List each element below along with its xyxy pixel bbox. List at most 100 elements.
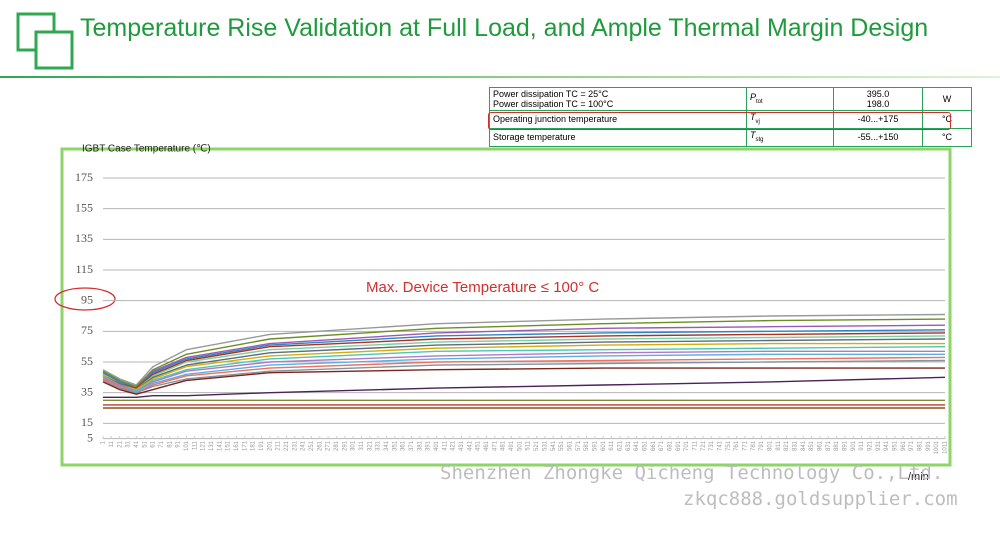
- x-tick-label: 961: [901, 440, 907, 451]
- x-axis-unit: /min: [908, 471, 929, 483]
- x-tick-label: 21: [117, 440, 123, 447]
- value-text: 395.0: [866, 89, 890, 99]
- x-tick-label: 721: [701, 440, 707, 451]
- x-tick-label: 951: [893, 440, 899, 451]
- series-line: [102, 342, 945, 391]
- x-tick-label: 921: [868, 440, 874, 451]
- divider: [0, 76, 1000, 78]
- highlight-box: [488, 112, 951, 130]
- value-cell: 395.0 198.0: [833, 87, 923, 111]
- y-tick-label: 155: [75, 200, 93, 214]
- x-tick-label: 651: [642, 440, 648, 451]
- x-tick-label: 151: [226, 440, 232, 451]
- param-text: Operating junction temperature: [493, 114, 618, 125]
- x-tick-label: 311: [359, 440, 365, 450]
- series-line: [102, 332, 946, 389]
- x-tick-label: 251: [309, 440, 315, 451]
- x-tick-label: 531: [542, 440, 548, 451]
- y-tick-label: 95: [81, 292, 93, 306]
- x-tick-label: 801: [768, 440, 774, 451]
- x-tick-label: 781: [751, 440, 757, 451]
- x-tick-label: 591: [592, 440, 598, 451]
- x-tick-label: 321: [367, 440, 373, 451]
- series-line: [102, 318, 946, 388]
- x-tick-label: 111: [192, 440, 198, 450]
- x-tick-label: 91: [176, 440, 182, 447]
- x-tick-label: 271: [326, 440, 332, 451]
- x-tick-label: 971: [909, 440, 915, 451]
- x-tick-label: 71: [159, 440, 165, 447]
- table-row: Storage temperature Tstg -55...+150 °C: [489, 127, 972, 147]
- x-tick-label: 621: [617, 440, 623, 451]
- x-tick-label: 711: [692, 440, 698, 450]
- x-tick-label: 231: [292, 440, 298, 451]
- y-tick-label: 5: [87, 430, 93, 444]
- x-tick-label: 221: [284, 440, 290, 451]
- y-tick-label: 55: [81, 354, 93, 368]
- x-tick-label: 491: [509, 440, 515, 451]
- y-tick-label: 175: [75, 170, 93, 184]
- y-tick-label: 15: [81, 415, 93, 429]
- x-tick-label: 161: [234, 440, 240, 451]
- x-tick-label: 811: [776, 440, 782, 450]
- annotation: Max. Device Temperature ≤ 100° C: [366, 279, 599, 296]
- series-line: [102, 350, 945, 392]
- x-tick-label: 551: [559, 440, 565, 451]
- x-tick-label: 681: [667, 440, 673, 451]
- x-tick-label: 751: [726, 440, 732, 451]
- series-line: [102, 313, 946, 386]
- value-text: 198.0: [866, 99, 890, 109]
- symbol: T: [750, 112, 756, 122]
- param-text: Power dissipation TC = 25°C: [493, 89, 609, 99]
- x-tick-label: 661: [651, 440, 657, 451]
- x-tick-label: 511: [526, 440, 532, 450]
- symbol: T: [750, 129, 756, 140]
- x-tick-label: 911: [859, 440, 865, 450]
- y-tick-label: 75: [81, 323, 93, 337]
- param-text: Storage temperature: [493, 132, 576, 143]
- x-tick-label: 431: [459, 440, 465, 451]
- unit-cell: °C: [922, 127, 972, 147]
- x-tick-label: 701: [684, 440, 690, 451]
- x-tick-label: 731: [709, 440, 715, 451]
- series-line: [102, 353, 945, 392]
- series-line: [102, 359, 946, 394]
- table-row: Power dissipation TC = 25°C Power dissipa…: [489, 87, 972, 111]
- symbol-sub: vj: [755, 118, 760, 125]
- chart-frame: [60, 147, 952, 467]
- spec-table: Power dissipation TC = 25°C Power dissipa…: [489, 87, 972, 147]
- x-tick-label: 771: [742, 440, 748, 451]
- unit-cell: W: [922, 87, 972, 111]
- y-tick-label: 35: [81, 384, 93, 398]
- value-text: -40...+175: [857, 114, 899, 125]
- x-tick-label: 121: [201, 440, 207, 451]
- x-tick-label: 851: [809, 440, 815, 451]
- x-tick-label: 381: [417, 440, 423, 451]
- x-tick-label: 411: [442, 440, 448, 450]
- x-tick-label: 1001: [934, 440, 940, 454]
- param-text: Power dissipation TC = 100°C: [493, 99, 614, 109]
- x-tick-label: 181: [251, 440, 257, 451]
- logo: [16, 12, 74, 70]
- x-tick-label: 241: [301, 440, 307, 451]
- param-cell: Power dissipation TC = 25°C Power dissipa…: [489, 87, 747, 111]
- series-line: [102, 338, 946, 391]
- x-tick-label: 541: [551, 440, 557, 451]
- x-tick-label: 341: [384, 440, 390, 451]
- series-line: [102, 329, 946, 389]
- x-tick-label: 81: [167, 440, 173, 447]
- x-tick-label: 931: [876, 440, 882, 451]
- symbol: P: [750, 91, 757, 102]
- x-tick-label: 981: [918, 440, 924, 451]
- x-tick-label: 561: [567, 440, 573, 451]
- x-tick-label: 901: [851, 440, 857, 451]
- x-tick-label: 41: [134, 440, 140, 447]
- page-title: Temperature Rise Validation at Full Load…: [80, 14, 929, 42]
- x-tick-label: 391: [426, 440, 432, 451]
- symbol-cell: Tstg: [746, 127, 834, 147]
- x-tick-label: 361: [401, 440, 407, 451]
- x-tick-label: 881: [834, 440, 840, 451]
- symbol-cell: Ptot: [746, 87, 834, 111]
- x-tick-label: 211: [276, 440, 282, 450]
- x-tick-label: 51: [142, 440, 148, 447]
